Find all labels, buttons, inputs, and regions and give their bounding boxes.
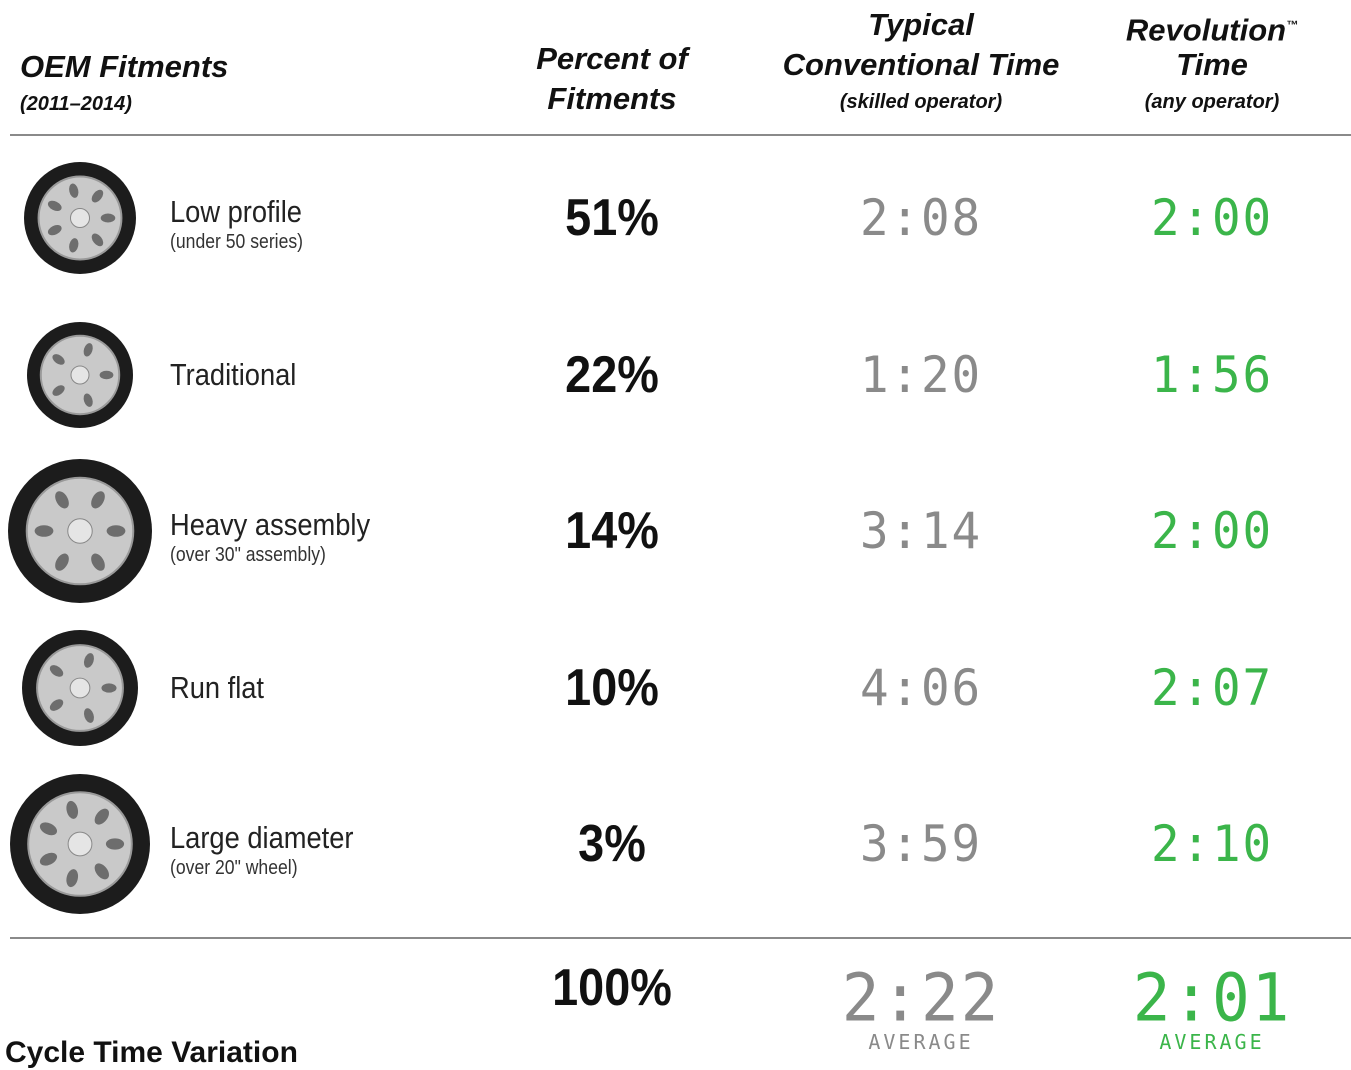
row-revolution: 2:10 [1151, 815, 1273, 873]
wheel-part [68, 519, 92, 543]
wheel-part [70, 678, 90, 698]
row-name: Traditional [170, 357, 296, 393]
wheel-part [100, 370, 114, 378]
section-title: Cycle Time Variation [5, 1036, 298, 1070]
header-percent: Percent of [536, 40, 688, 78]
header-percent: Fitments [547, 80, 676, 118]
row-name: Run flat [170, 670, 264, 706]
header-years: (2011–2014) [20, 92, 132, 116]
header-revolution-note: (any operator) [1145, 90, 1279, 114]
header-conventional-note: (skilled operator) [840, 90, 1002, 114]
header-revolution: Revolution™ [1126, 6, 1298, 49]
row-revolution: 2:00 [1151, 502, 1273, 560]
row-conventional: 1:20 [860, 346, 982, 404]
total-revolution: 2:01 [1133, 960, 1292, 1037]
row-revolution: 2:00 [1151, 189, 1273, 247]
row-revolution: 1:56 [1151, 346, 1273, 404]
row-percent: 22% [565, 345, 659, 405]
row-percent: 3% [578, 814, 646, 874]
row-name: Low profile [170, 194, 302, 230]
row-conventional: 3:14 [860, 502, 982, 560]
wheel-part [101, 214, 116, 223]
wheel-icon [0, 138, 160, 298]
wheel-part [71, 365, 89, 383]
row-detail: (under 50 series) [170, 230, 303, 254]
totals-rule [10, 937, 1351, 939]
header-revolution-text: Revolution [1126, 12, 1286, 47]
page: OEM Fitments (2011–2014) Percent of Fitm… [0, 0, 1351, 1057]
row-name: Large diameter [170, 820, 353, 856]
total-conventional: 2:22 [842, 960, 1001, 1037]
row-detail: (over 20" wheel) [170, 856, 298, 880]
wheel-icon [0, 451, 160, 611]
wheel-part [68, 832, 92, 856]
row-conventional: 4:06 [860, 659, 982, 717]
wheel-icon [0, 764, 160, 924]
row-conventional: 2:08 [860, 189, 982, 247]
wheel-icon [0, 295, 160, 455]
wheel-icon [0, 608, 160, 768]
header-revolution: Time [1176, 46, 1248, 84]
row-percent: 14% [565, 501, 659, 561]
wheel-part [70, 208, 89, 227]
average-label: AVERAGE [868, 1030, 973, 1054]
header-conventional: Typical [868, 6, 974, 44]
average-label: AVERAGE [1159, 1030, 1264, 1054]
wheel-part [101, 683, 116, 692]
row-name: Heavy assembly [170, 507, 370, 543]
wheel-part [107, 525, 126, 537]
row-percent: 10% [565, 658, 659, 718]
row-detail: (over 30" assembly) [170, 543, 326, 567]
wheel-part [35, 525, 54, 537]
row-percent: 51% [565, 188, 659, 248]
row-revolution: 2:07 [1151, 659, 1273, 717]
row-conventional: 3:59 [860, 815, 982, 873]
trademark: ™ [1286, 18, 1298, 32]
header-rule [10, 134, 1351, 136]
header-fitments: OEM Fitments [20, 48, 228, 86]
header-conventional: Conventional Time [783, 46, 1060, 84]
total-percent: 100% [552, 958, 672, 1018]
wheel-part [106, 838, 124, 849]
